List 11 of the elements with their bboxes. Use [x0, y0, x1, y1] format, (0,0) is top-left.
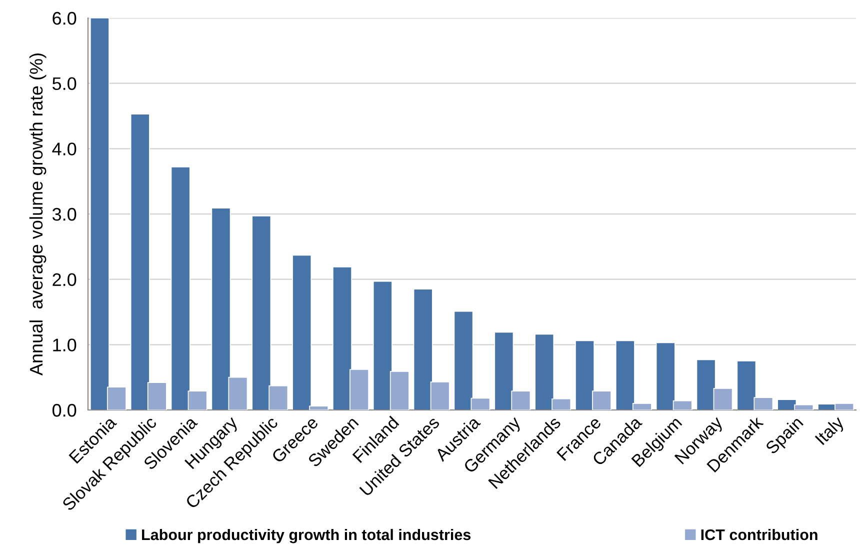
y-tick-label: 4.0	[52, 142, 76, 156]
legend-label: Labour productivity growth in total industries	[142, 528, 471, 544]
y-tick-label: 0.0	[52, 404, 76, 417]
y-tick-label: 1.0	[53, 338, 76, 352]
legend-label: ICT contribution	[701, 528, 818, 540]
y-tick-label: 5.0	[52, 77, 76, 90]
y-tick-label: 6.0	[52, 12, 76, 25]
y-axis-title: Annual average volume growth rate (%)	[29, 54, 46, 376]
y-tick-label: 3.0	[52, 208, 76, 221]
x-tick-label: Italy	[814, 414, 848, 448]
y-tick-label: 2.0	[52, 273, 76, 286]
